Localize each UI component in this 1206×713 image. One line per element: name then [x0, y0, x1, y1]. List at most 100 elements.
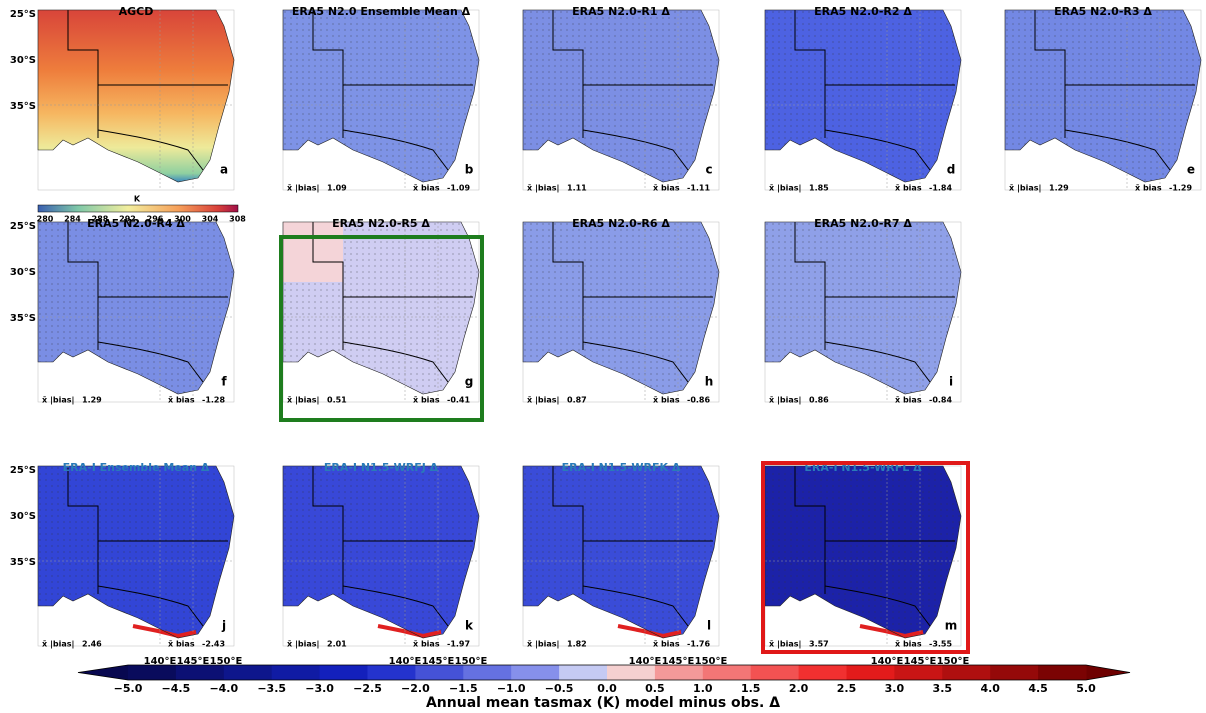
colorbar-tick-label: −4.0 — [209, 682, 238, 695]
state-borders — [794, 10, 955, 171]
bias-value: -2.43 — [202, 640, 225, 649]
grid-lines — [38, 10, 234, 190]
colorbar-segment — [463, 665, 512, 680]
panel-letter: m — [945, 619, 958, 633]
colorbar-tick-label: 2.5 — [837, 682, 857, 695]
map-panel — [282, 9, 480, 191]
stippling — [1005, 10, 1201, 182]
panel-title: ERA5 N2.0 Ensemble Mean Δ — [292, 5, 471, 18]
colorbar-tick-label: −1.0 — [497, 682, 526, 695]
coastline — [522, 9, 720, 183]
abs-bias-value: 0.51 — [327, 396, 347, 405]
grid-lines — [283, 466, 479, 646]
abs-bias-value: 1.82 — [567, 640, 587, 649]
colorbar-segment — [654, 665, 704, 680]
panel-letter: b — [465, 163, 474, 177]
abs-bias-label: x̄ |bias| — [769, 184, 801, 193]
grid-lines — [523, 222, 719, 402]
abs-bias-label: x̄ |bias| — [287, 184, 319, 193]
colorbar-tick-label: 3.0 — [885, 682, 905, 695]
bias-label: x̄ bias — [895, 396, 922, 405]
stippling — [523, 466, 719, 638]
agcd-tick-label: 300 — [174, 215, 191, 224]
lon-label: 140°E — [629, 656, 662, 667]
stippling — [765, 10, 961, 182]
panel-letter: k — [465, 619, 474, 633]
stippling — [765, 222, 961, 394]
grid-lines — [283, 222, 479, 402]
colorbar-tick-label: −5.0 — [114, 682, 143, 695]
bias-label: x̄ bias — [653, 184, 680, 193]
lat-label: 25°S — [10, 221, 36, 232]
state-borders — [312, 466, 473, 627]
coastline — [37, 465, 235, 639]
bias-value: -3.55 — [929, 640, 952, 649]
coastline — [37, 221, 235, 395]
warm-coast — [859, 624, 924, 639]
lon-label: 150°E — [455, 656, 488, 667]
panel-letter: d — [947, 163, 956, 177]
colorbar-tick-label: 0.0 — [597, 682, 617, 695]
map-panel — [37, 465, 235, 647]
abs-bias-value: 2.46 — [82, 640, 102, 649]
panel-title: ERA5 N2.0-R5 Δ — [332, 217, 430, 230]
panel-title: ERA-I Ensemble Mean Δ — [63, 461, 210, 474]
panel-letter: l — [707, 619, 711, 633]
bias-label: x̄ bias — [895, 184, 922, 193]
panel-title: ERA5 N2.0-R3 Δ — [1054, 5, 1152, 18]
colorbar-tick-label: 1.5 — [741, 682, 761, 695]
grid-lines — [765, 466, 961, 646]
map-panel — [282, 465, 480, 647]
colorbar-tick-label: 1.0 — [693, 682, 713, 695]
grid-lines — [523, 466, 719, 646]
stippling — [523, 222, 719, 394]
bias-value: -1.97 — [447, 640, 470, 649]
lon-label: 140°E — [389, 656, 422, 667]
stippling — [765, 466, 961, 638]
stippling — [38, 222, 234, 394]
coastline — [522, 465, 720, 639]
grid-lines — [765, 222, 961, 402]
panel-title: AGCD — [119, 5, 154, 18]
bias-label: x̄ bias — [168, 640, 195, 649]
map-panel — [764, 221, 962, 403]
land — [38, 10, 234, 182]
colorbar-segment — [607, 665, 656, 680]
lat-label: 30°S — [10, 55, 36, 66]
map-panel — [522, 465, 720, 647]
colorbar-segment — [894, 665, 943, 680]
abs-bias-value: 1.29 — [1049, 184, 1069, 193]
agcd-tick-label: 292 — [119, 215, 136, 224]
lon-label: 150°E — [937, 656, 970, 667]
panel-letter: j — [221, 619, 226, 633]
colorbar-label: Annual mean tasmax (K) model minus obs. … — [426, 695, 780, 711]
map-panel — [764, 465, 962, 647]
grid-lines — [38, 466, 234, 646]
colorbar-segment — [128, 665, 177, 680]
state-borders — [794, 222, 955, 383]
map-panel — [522, 221, 720, 403]
agcd-colorbar-unit: K — [134, 195, 141, 204]
state-borders — [552, 222, 713, 383]
colorbar-tick-label: −2.5 — [353, 682, 382, 695]
colorbar-tick-label: 5.0 — [1076, 682, 1096, 695]
panel-title: ERA5 N2.0-R2 Δ — [814, 5, 912, 18]
coastline — [37, 9, 235, 183]
abs-bias-value: 0.86 — [809, 396, 829, 405]
state-borders — [552, 10, 713, 171]
agcd-colorbar — [37, 204, 239, 213]
colorbar-segment — [798, 665, 847, 680]
bias-value: -0.41 — [447, 396, 470, 405]
bias-label: x̄ bias — [413, 396, 440, 405]
bias-label: x̄ bias — [653, 640, 680, 649]
coastline — [282, 221, 480, 395]
panel-letter: h — [705, 375, 714, 389]
bias-value: -1.76 — [687, 640, 710, 649]
lat-label: 25°S — [10, 9, 36, 20]
lat-label: 35°S — [10, 101, 36, 112]
bias-value: -1.11 — [687, 184, 710, 193]
agcd-tick-label: 308 — [229, 215, 246, 224]
colorbar-tick-label: −3.0 — [305, 682, 334, 695]
colorbar-segment — [319, 665, 368, 680]
colorbar-outline — [77, 664, 1131, 681]
